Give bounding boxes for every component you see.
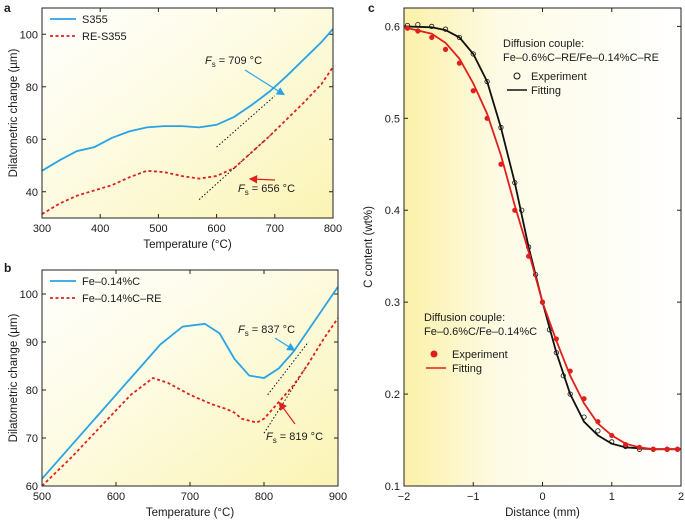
plot-frame [41, 269, 339, 487]
panel-a: a 300 400 500 600 700 800 40 60 80 100 Temperature … [4, 1, 342, 251]
x-tick-label: −1 [467, 491, 480, 503]
y-tick-label: 90 [26, 337, 38, 349]
plot-frame [403, 7, 682, 487]
y-tick-label: 100 [20, 29, 38, 41]
panel-letter-a: a [4, 1, 11, 15]
data-point [595, 428, 601, 434]
y-tick-label: 60 [26, 134, 38, 146]
x-tick-label: 500 [33, 491, 51, 503]
x-axis-label: Temperature (°C) [146, 507, 234, 519]
x-tick-label: 800 [324, 223, 342, 235]
x-tick-label: 1 [609, 491, 615, 503]
legend-label: Fe–0.14%C–RE [82, 293, 162, 305]
y-axis-label: Dilatometric change (µm) [8, 313, 20, 442]
y-tick-label: 100 [20, 289, 38, 301]
x-tick-label: 700 [266, 223, 284, 235]
fs-arrow-blue [244, 69, 286, 96]
tangent-line [267, 341, 309, 396]
panel-c: c −2 −1 0 1 2 0.1 0.2 0.3 0.4 0.5 0.6 Distance (mm) C… [363, 1, 684, 519]
x-tick-label: 600 [207, 223, 225, 235]
tangent-line [216, 95, 276, 148]
x-tick-label: −2 [398, 491, 411, 503]
series-line-1 [41, 317, 339, 487]
y-tick-label: 60 [26, 481, 38, 493]
legend-label-experiment-red: Experiment [452, 349, 508, 361]
fs-annotation-blue: Fs = 837 °C [238, 324, 295, 338]
legend-label-fitting-black: Fitting [531, 85, 561, 97]
y-tick-label: 80 [26, 82, 38, 94]
legend-label-fitting-red: Fitting [452, 363, 482, 375]
y-tick-label: 70 [26, 433, 38, 445]
legend-title-red: Diffusion couple: [424, 312, 505, 324]
x-tick-label: 300 [33, 223, 51, 235]
legend-subtitle-red: Fe–0.6%C/Fe–0.14%C [424, 326, 537, 338]
tangent-line [198, 131, 276, 200]
fs-arrow-red [248, 175, 276, 184]
series-line-3 [403, 26, 681, 451]
y-tick-label: 0.6 [385, 21, 400, 33]
series-line-0 [41, 286, 339, 480]
y-tick-label: 0.2 [385, 389, 400, 401]
x-tick-label: 400 [91, 223, 109, 235]
panel-letter-b: b [4, 261, 11, 275]
x-tick-label: 900 [329, 491, 347, 503]
data-point [442, 46, 449, 52]
fs-arrow-red [278, 401, 296, 425]
x-axis-label: Temperature (°C) [143, 239, 231, 251]
y-tick-label: 40 [26, 187, 38, 199]
series-line-0 [41, 28, 334, 172]
x-tick-label: 2 [678, 491, 684, 503]
fs-arrow-blue [274, 337, 296, 351]
data-point [456, 34, 462, 41]
fs-annotation-red: Fs = 656 °C [238, 183, 295, 197]
y-tick-label: 0.3 [385, 297, 400, 309]
legend-label-experiment-black: Experiment [531, 71, 587, 83]
legend-label: Fe–0.14%C [82, 276, 140, 288]
y-tick-label: 0.5 [385, 113, 400, 125]
legend-label: S355 [82, 14, 108, 26]
legend-title-black: Diffusion couple: [503, 38, 584, 50]
legend-subtitle-black: Fe–0.6%C–RE/Fe–0.14%C–RE [503, 52, 659, 64]
data-point [470, 88, 476, 94]
fs-annotation-blue: Fs = 709 °C [205, 55, 262, 69]
plot-background [42, 8, 333, 218]
x-tick-label: 600 [107, 491, 125, 503]
plot-background [42, 270, 338, 486]
x-axis-label: Distance (mm) [505, 507, 580, 519]
x-tick-label: 500 [149, 223, 167, 235]
legend-marker-open [513, 72, 521, 80]
y-tick-label: 0.4 [385, 205, 400, 217]
panel-b: b 500 600 700 800 900 60 70 80 90 100 Temperature (… [4, 261, 347, 519]
x-tick-label: 700 [181, 491, 199, 503]
x-tick-label: 800 [255, 491, 273, 503]
x-tick-label: 0 [539, 491, 545, 503]
y-axis-label: Dilatometric change (µm) [8, 48, 20, 177]
fs-annotation-red: Fs = 819 °C [266, 431, 323, 445]
y-axis-label: C content (wt%) [363, 206, 375, 288]
plot-frame [41, 7, 334, 219]
legend-marker-filled [430, 350, 438, 358]
panel-letter-c: c [368, 1, 375, 15]
y-tick-label: 0.1 [385, 481, 400, 493]
plot-background [404, 8, 681, 486]
y-tick-label: 80 [26, 385, 38, 397]
data-point [429, 34, 435, 41]
legend-label: RE-S355 [82, 31, 127, 43]
data-point [470, 51, 476, 57]
